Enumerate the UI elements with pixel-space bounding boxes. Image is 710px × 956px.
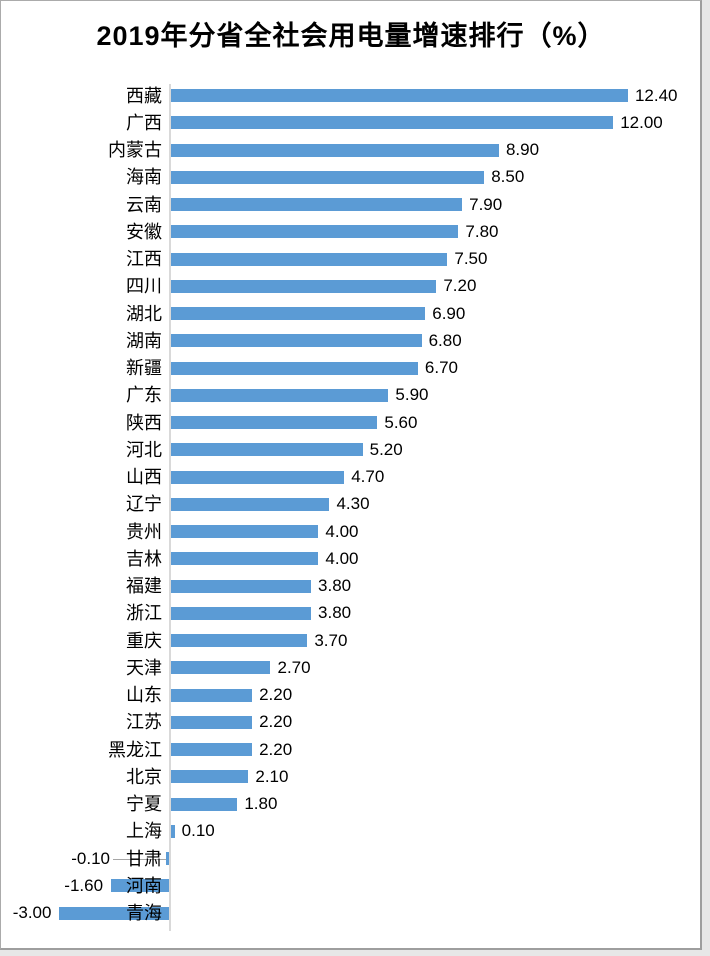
value-label: 3.80: [318, 576, 352, 595]
bar: [171, 279, 437, 293]
category-label: 宁夏: [126, 794, 162, 814]
bar: [171, 307, 426, 320]
value-label: 2.70: [277, 657, 311, 677]
bar: [171, 198, 463, 211]
bar: [171, 334, 422, 348]
category-label: 贵州: [126, 521, 162, 542]
bar: [171, 579, 312, 593]
category-label: 内蒙古: [108, 140, 162, 160]
category-label: 山东: [126, 685, 162, 705]
bar: [171, 552, 319, 566]
bar: [171, 388, 389, 402]
bar: [171, 743, 253, 756]
value-label: 2.10: [255, 766, 289, 786]
category-label: 甘肃: [126, 848, 162, 869]
value-label: 1.80: [244, 794, 278, 813]
category-label: 西藏: [126, 85, 162, 106]
bar: [171, 525, 319, 538]
bar: [171, 497, 330, 511]
bar: [171, 361, 418, 375]
category-axis-line: [169, 84, 171, 931]
category-label: 河南: [126, 875, 162, 896]
value-label: -3.00: [12, 903, 52, 922]
value-label: 4.00: [325, 548, 359, 568]
bar: [171, 170, 485, 184]
bar: [171, 89, 628, 102]
value-label: 6.80: [428, 330, 462, 350]
value-label: 7.90: [469, 194, 503, 214]
value-label: 3.70: [314, 630, 348, 650]
category-label: 福建: [126, 576, 162, 596]
value-label: 5.20: [369, 439, 403, 459]
value-label: 3.80: [318, 603, 352, 623]
category-label: 云南: [126, 194, 162, 215]
category-label: 吉林: [126, 548, 162, 569]
category-label: 山西: [126, 467, 162, 487]
value-label: 6.90: [432, 303, 466, 323]
bar: [171, 416, 378, 429]
category-label: 辽宁: [126, 494, 162, 515]
category-label: 广东: [126, 385, 162, 406]
bar: [171, 715, 253, 729]
value-label: 2.20: [259, 685, 293, 704]
category-label: 湖北: [126, 303, 162, 324]
value-label: 2.20: [259, 712, 293, 732]
value-label: 2.20: [259, 739, 293, 759]
value-label: 4.30: [336, 494, 370, 514]
value-label: 5.90: [395, 385, 429, 405]
category-label: 重庆: [126, 630, 162, 651]
category-label: 江西: [126, 249, 162, 269]
label-leader-line: [113, 859, 166, 860]
value-label: 7.20: [443, 276, 477, 296]
category-label: 天津: [126, 657, 162, 678]
chart-title: 2019年分省全社会用电量增速排行（%）: [96, 21, 606, 51]
bar: [171, 797, 238, 811]
category-label: 新疆: [126, 358, 162, 378]
bar: [171, 470, 345, 484]
value-label: 0.10: [181, 821, 215, 841]
bar: [111, 879, 170, 893]
category-label: 湖南: [126, 330, 162, 351]
bar: [171, 252, 448, 266]
value-label: 6.70: [424, 358, 458, 377]
bar: [171, 443, 363, 457]
bar: [171, 661, 271, 675]
value-label: 7.50: [454, 249, 488, 268]
value-label: 7.80: [465, 221, 499, 241]
bar: [171, 143, 499, 157]
category-label: 海南: [126, 167, 162, 188]
category-label: 北京: [126, 766, 162, 787]
category-label: 四川: [126, 276, 162, 297]
category-label: 安徽: [126, 221, 162, 242]
value-label: 4.00: [325, 521, 359, 541]
value-label: 12.40: [634, 85, 678, 105]
bar: [171, 824, 175, 838]
value-label: 8.90: [505, 140, 540, 159]
category-label: 河北: [126, 439, 162, 460]
category-label: 青海: [126, 903, 162, 923]
bar: [171, 606, 312, 620]
value-label: 8.50: [491, 167, 525, 187]
category-label: 黑龙江: [108, 739, 162, 760]
category-label: 上海: [126, 821, 162, 842]
bar: [59, 906, 170, 920]
value-label: 12.00: [620, 112, 663, 132]
bar: [171, 634, 308, 647]
bar: [171, 225, 459, 239]
category-label: 陕西: [126, 412, 162, 433]
bar: [171, 116, 614, 130]
category-label: 广西: [126, 112, 162, 133]
category-label: 江苏: [126, 712, 162, 733]
value-label: 5.60: [384, 412, 418, 432]
bar: [171, 770, 249, 784]
value-label: -0.10: [71, 848, 110, 868]
value-label: -1.60: [64, 875, 104, 895]
bar: [166, 852, 170, 865]
category-label: 浙江: [126, 603, 162, 624]
bar: [171, 688, 253, 702]
value-label: 4.70: [351, 467, 385, 486]
